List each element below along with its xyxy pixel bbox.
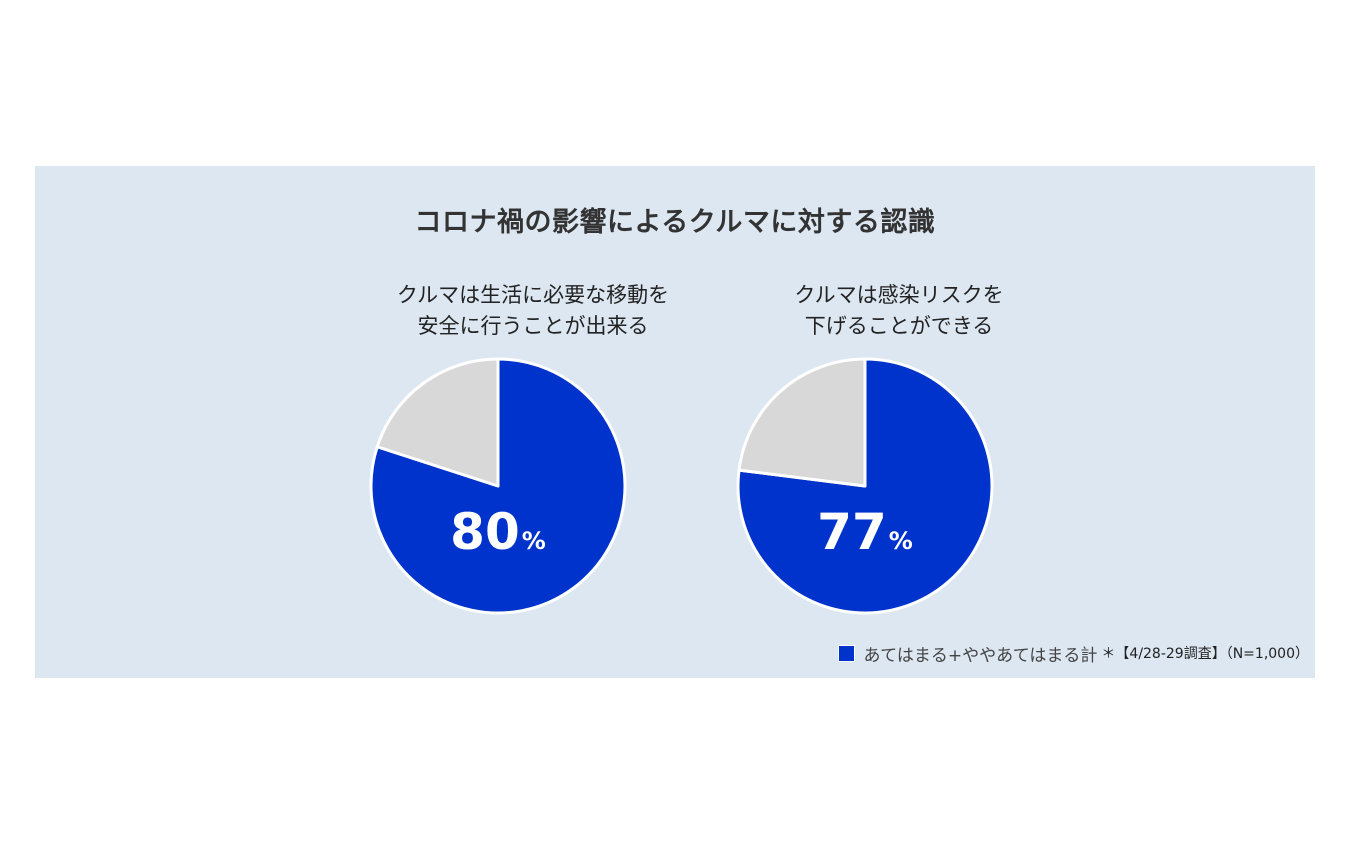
legend: あてはまる+ややあてはまる計 ＊【4/28-29調査】（N=1,000）: [837, 640, 1309, 666]
pie-1-caption-line-2: 安全に行うことが出来る: [417, 314, 649, 338]
pie-2-data-label: 77%: [817, 503, 913, 561]
pie-2-caption-line-1: クルマは感染リスクを: [794, 283, 1004, 307]
pie-1-slice-rest: [375, 357, 500, 488]
chart-panel: コロナ禍の影響によるクルマに対する認識 クルマは生活に必要な移動を 安全に行うこ…: [35, 166, 1315, 678]
pie-chart-2: 77%: [736, 357, 994, 615]
pie-2-slice-rest: [737, 357, 867, 488]
pie-2-caption: クルマは感染リスクを 下げることができる: [719, 280, 1079, 342]
pie-2-caption-line-2: 下げることができる: [804, 314, 994, 338]
pie-1-caption: クルマは生活に必要な移動を 安全に行うことが出来る: [353, 280, 713, 342]
chart-title: コロナ禍の影響によるクルマに対する認識: [414, 207, 936, 238]
survey-note: ＊【4/28-29調査】（N=1,000）: [1101, 646, 1309, 662]
pie-1-slice-agree: [369, 357, 627, 615]
legend-label: あてはまる+ややあてはまる計: [863, 645, 1098, 666]
pie-1-data-label: 80%: [450, 503, 546, 561]
pie-chart-1: 80%: [369, 357, 627, 615]
legend-swatch: [837, 644, 855, 662]
pie-1-caption-line-1: クルマは生活に必要な移動を: [396, 283, 670, 307]
pie-2-slice-agree: [736, 357, 994, 615]
